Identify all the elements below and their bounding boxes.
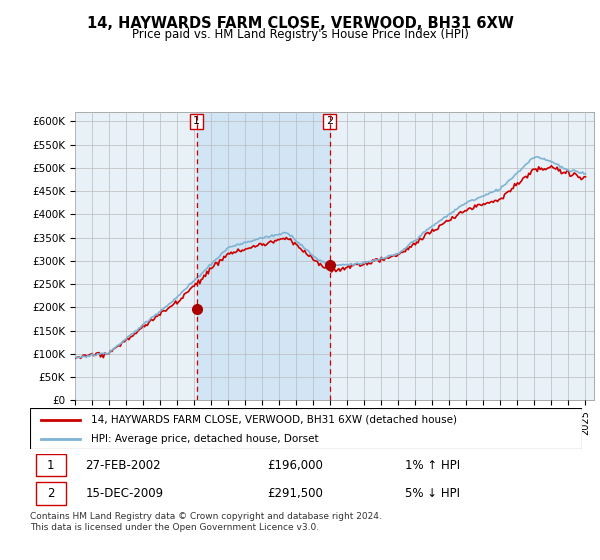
Text: 5% ↓ HPI: 5% ↓ HPI: [406, 487, 460, 500]
Text: 2: 2: [47, 487, 55, 500]
Text: £291,500: £291,500: [268, 487, 323, 500]
Text: 1% ↑ HPI: 1% ↑ HPI: [406, 459, 460, 472]
Text: 1: 1: [47, 459, 55, 472]
Text: 14, HAYWARDS FARM CLOSE, VERWOOD, BH31 6XW (detached house): 14, HAYWARDS FARM CLOSE, VERWOOD, BH31 6…: [91, 415, 457, 424]
Bar: [35, 482, 66, 505]
Text: 1: 1: [193, 116, 200, 127]
Text: 27-FEB-2002: 27-FEB-2002: [85, 459, 161, 472]
Bar: [197, 112, 329, 400]
Text: £196,000: £196,000: [268, 459, 323, 472]
Text: HPI: Average price, detached house, Dorset: HPI: Average price, detached house, Dors…: [91, 434, 319, 444]
Text: 15-DEC-2009: 15-DEC-2009: [85, 487, 163, 500]
Text: 2: 2: [326, 116, 333, 127]
Text: 14, HAYWARDS FARM CLOSE, VERWOOD, BH31 6XW: 14, HAYWARDS FARM CLOSE, VERWOOD, BH31 6…: [86, 16, 514, 31]
Text: Contains HM Land Registry data © Crown copyright and database right 2024.
This d: Contains HM Land Registry data © Crown c…: [30, 512, 382, 532]
Text: Price paid vs. HM Land Registry's House Price Index (HPI): Price paid vs. HM Land Registry's House …: [131, 28, 469, 41]
Bar: [35, 454, 66, 477]
